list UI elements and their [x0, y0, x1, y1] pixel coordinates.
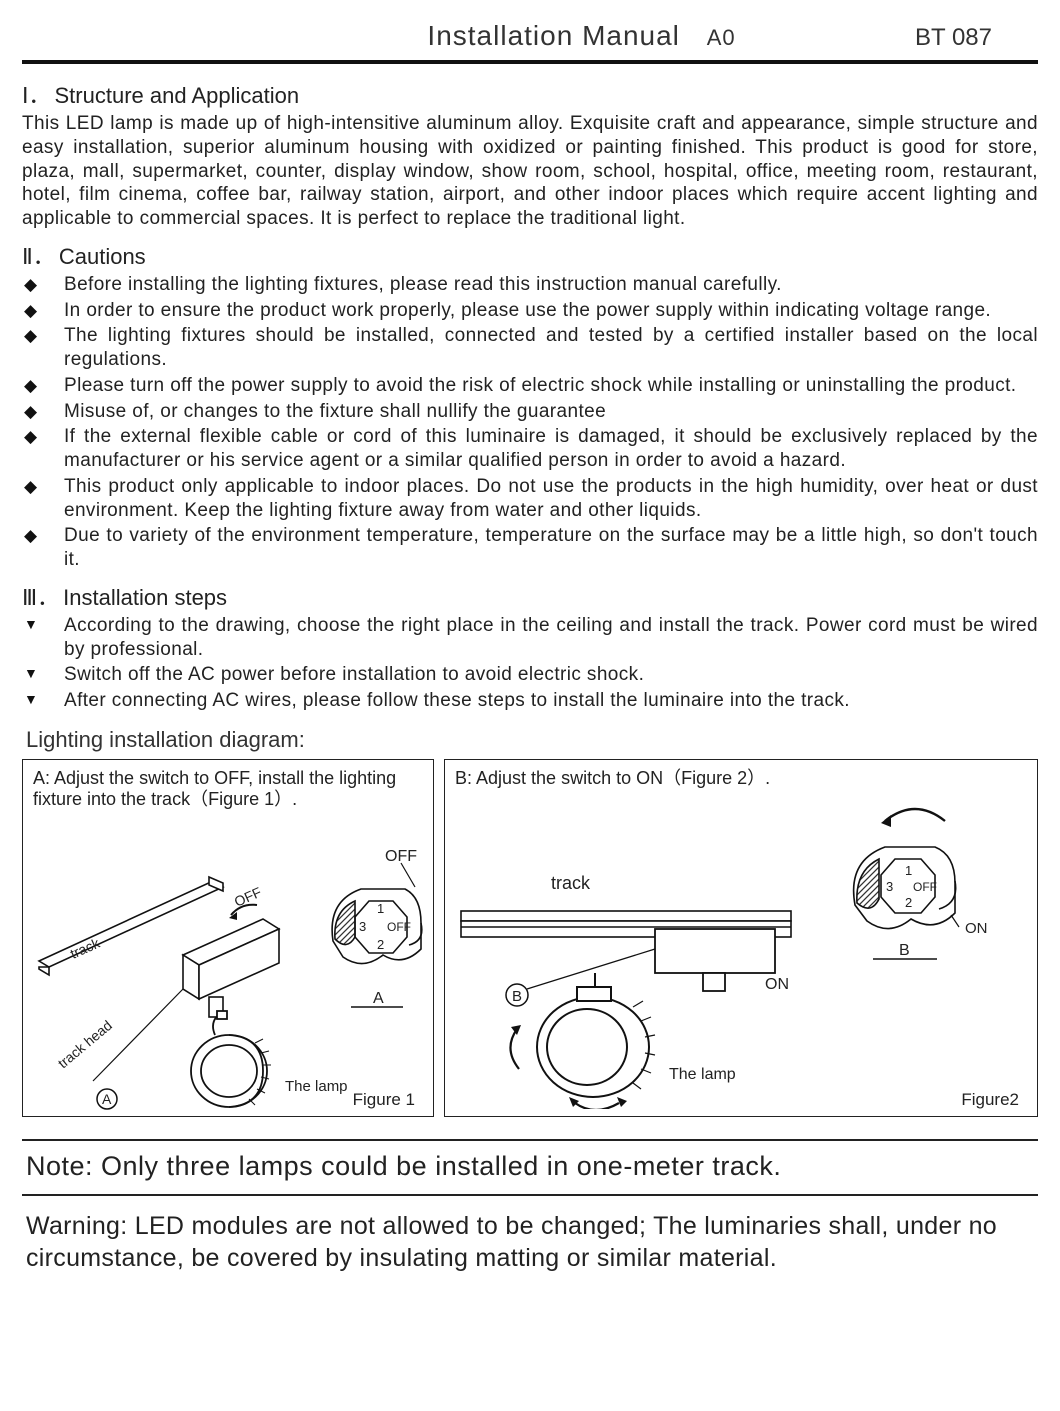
section-2-heading: Ⅱ．Cautions [22, 239, 1038, 271]
roman-3: Ⅲ． [22, 585, 59, 610]
on2: ON [965, 920, 988, 937]
section-1-body: This LED lamp is made up of high-intensi… [22, 112, 1038, 231]
caution-item: Please turn off the power supply to avoi… [22, 374, 1038, 398]
dial-off-a: OFF [387, 920, 411, 934]
dial-1a: 1 [377, 901, 384, 916]
dial-1b: 1 [905, 863, 912, 878]
section-1-heading: Ⅰ．Structure and Application [22, 78, 1038, 110]
the-lamp-a: The lamp [285, 1078, 348, 1095]
doc-title-wrap: Installation Manual A0 [28, 20, 915, 52]
caution-item: If the external flexible cable or cord o… [22, 425, 1038, 473]
section-3-heading: Ⅲ．Installation steps [22, 580, 1038, 612]
step-item: After connecting AC wires, please follow… [22, 689, 1038, 713]
warning-block: Warning: LED modules are not allowed to … [22, 1210, 1038, 1274]
track-b: track [551, 873, 591, 893]
figure-1-label: Figure 1 [353, 1090, 415, 1110]
header-rule [22, 60, 1038, 64]
caution-item: This product only applicable to indoor p… [22, 475, 1038, 523]
revision-code: A0 [707, 25, 736, 50]
a-circle: A [102, 1091, 112, 1107]
caution-item: Before installing the lighting fixtures,… [22, 273, 1038, 297]
section-2-title: Cautions [59, 244, 146, 269]
diagram-box-a: A: Adjust the switch to OFF, install the… [22, 759, 434, 1117]
diagram-row: A: Adjust the switch to OFF, install the… [22, 759, 1038, 1117]
on-b: ON [765, 976, 789, 993]
diagram-box-b: B: Adjust the switch to ON（Figure 2）. tr… [444, 759, 1038, 1117]
dial-3b: 3 [886, 879, 893, 894]
caution-item: In order to ensure the product work prop… [22, 299, 1038, 323]
page: Installation Manual A0 BT 087 Ⅰ．Structur… [0, 0, 1060, 1294]
steps-list: According to the drawing, choose the rig… [22, 614, 1038, 713]
dial-2a: 2 [377, 937, 384, 952]
doc-title: Installation Manual [427, 20, 679, 51]
dial-2b: 2 [905, 895, 912, 910]
roman-1: Ⅰ． [22, 83, 51, 108]
off-top: OFF [385, 848, 417, 865]
roman-2: Ⅱ． [22, 244, 55, 269]
figure-1-svg: track OFF track head A [33, 811, 423, 1111]
diagram-b-caption: B: Adjust the switch to ON（Figure 2）. [455, 768, 1027, 790]
header-row: Installation Manual A0 BT 087 [22, 20, 1038, 54]
track-head-label: track head [55, 1017, 115, 1071]
figure-2-svg: track ON B [455, 789, 1027, 1109]
the-lamp-b: The lamp [669, 1066, 736, 1083]
product-code: BT 087 [915, 24, 1032, 52]
figure-2-label: Figure2 [961, 1090, 1019, 1110]
step-item: Switch off the AC power before installat… [22, 663, 1038, 687]
section-1-title: Structure and Application [55, 83, 300, 108]
b-under: B [899, 942, 910, 959]
caution-item: Due to variety of the environment temper… [22, 524, 1038, 572]
a-under: A [373, 990, 384, 1007]
section-3-title: Installation steps [63, 585, 227, 610]
diagram-heading: Lighting installation diagram: [26, 727, 1038, 753]
dial-off-b: OFF [913, 880, 937, 894]
note-block: Note: Only three lamps could be installe… [22, 1139, 1038, 1196]
caution-item: The lighting fixtures should be installe… [22, 324, 1038, 372]
diagram-a-caption: A: Adjust the switch to OFF, install the… [33, 768, 423, 811]
dial-3a: 3 [359, 919, 366, 934]
caution-item: Misuse of, or changes to the fixture sha… [22, 400, 1038, 424]
b-circle: B [512, 988, 522, 1005]
step-item: According to the drawing, choose the rig… [22, 614, 1038, 662]
cautions-list: Before installing the lighting fixtures,… [22, 273, 1038, 572]
